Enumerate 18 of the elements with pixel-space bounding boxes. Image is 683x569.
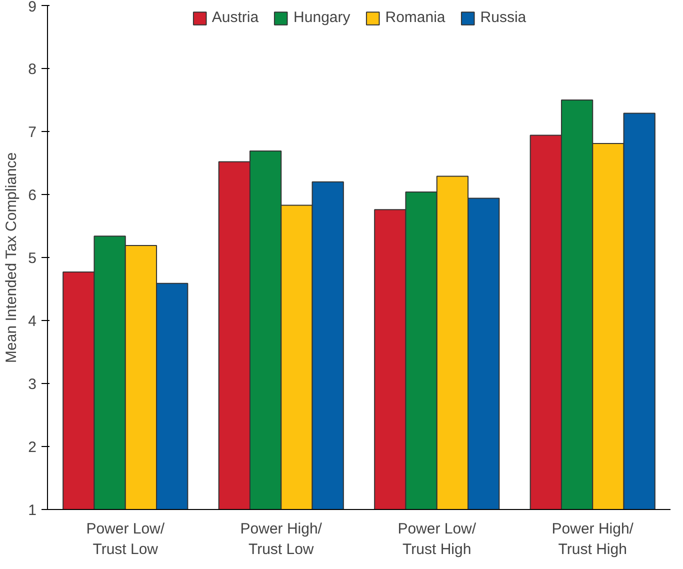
legend-label: Russia (480, 9, 526, 26)
y-tick-label: 4 (28, 313, 36, 330)
y-tick-label: 1 (28, 502, 36, 519)
y-tick-label: 3 (28, 376, 36, 393)
x-tick-label: Power Low/ Trust High (398, 520, 477, 558)
y-tick-label: 7 (28, 124, 36, 141)
x-tick-label: Power High/ Trust Low (240, 520, 323, 558)
y-tick-label: 5 (28, 250, 36, 267)
legend-label: Austria (212, 9, 259, 26)
y-tick-label: 8 (28, 61, 36, 78)
y-tick-label: 6 (28, 187, 36, 204)
y-tick-label: 2 (28, 439, 36, 456)
legend-label: Romania (385, 9, 446, 26)
y-tick-label: 9 (28, 0, 36, 16)
x-tick-label: Power High/ Trust High (552, 520, 634, 558)
legend-label: Hungary (294, 9, 350, 26)
x-tick-label: Power Low/ Trust Low (86, 520, 166, 558)
y-axis-title: Mean Intended Tax Compliance (3, 152, 20, 363)
